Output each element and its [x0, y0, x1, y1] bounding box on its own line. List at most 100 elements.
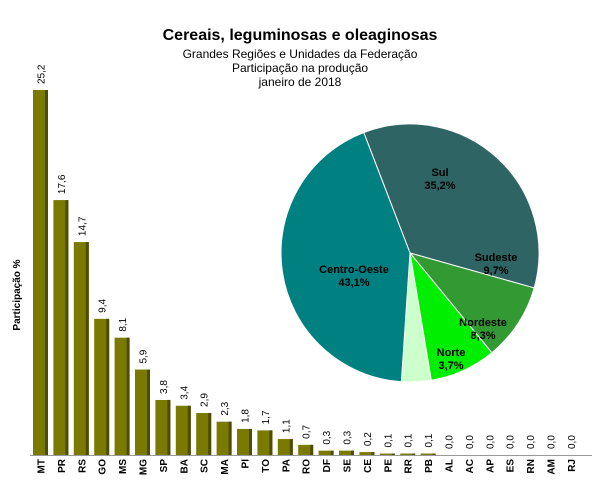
value-label-ro: 0,7: [302, 425, 313, 439]
bar-shade-rr: [412, 453, 416, 455]
value-label-ba: 3,4: [179, 385, 190, 399]
pie-value-sudeste: 9,7%: [483, 265, 508, 277]
category-label-al: AL: [445, 459, 456, 472]
bar-shade-pa: [289, 439, 293, 455]
bar-sp: [155, 399, 171, 455]
pie-label-nordeste: Nordeste: [459, 317, 507, 329]
value-label-to: 1,7: [261, 410, 272, 424]
bar-ro: [298, 444, 314, 455]
value-label-pe: 0,1: [383, 433, 394, 447]
bar-shade-to: [269, 430, 273, 455]
pie-label-sudeste: Sudeste: [475, 252, 518, 264]
bar-shade-pb: [432, 453, 436, 455]
bar-shade-df: [330, 450, 334, 455]
category-label-pr: PR: [57, 458, 68, 473]
value-label-se: 0,3: [343, 430, 354, 444]
bar-shade-se: [351, 450, 354, 455]
bar-shade-mt: [45, 90, 48, 455]
bar-mg: [135, 369, 150, 455]
value-label-am: 0,0: [547, 435, 558, 449]
value-label-pb: 0,1: [424, 433, 435, 447]
bar-ma: [216, 421, 232, 455]
value-label-pr: 17,6: [57, 174, 68, 194]
category-label-rn: RN: [526, 459, 537, 473]
value-label-go: 9,4: [98, 299, 109, 313]
value-label-rr: 0,1: [404, 433, 415, 447]
bar-chart: 25,2 MT 17,6 PR 14,7 RS 9,4 GO 8,1 MS 5,9 MG 3,8 SP 3,…: [30, 64, 592, 475]
pie-value-sul: 35,2%: [424, 180, 455, 192]
bar-shade-go: [106, 318, 110, 455]
value-label-rn: 0,0: [526, 435, 537, 449]
category-label-ba: BA: [179, 459, 190, 473]
value-label-df: 0,3: [322, 430, 333, 444]
bar-shade-sc: [208, 412, 212, 455]
y-axis-label: Participação %: [12, 259, 23, 330]
bar-ba: [175, 405, 191, 455]
value-label-ap: 0,0: [485, 435, 496, 449]
chart-title: Cereais, leguminosas e oleaginosas: [163, 27, 438, 44]
value-label-mt: 25,2: [37, 64, 48, 84]
category-label-df: DF: [322, 459, 333, 472]
value-label-al: 0,0: [445, 435, 456, 449]
bar-shade-ms: [126, 337, 130, 455]
category-label-rr: RR: [404, 458, 415, 473]
category-label-go: GO: [98, 459, 109, 475]
bar-shade-sp: [167, 399, 171, 455]
pie-label-centro-oeste: Centro-Oeste: [319, 264, 389, 276]
bar-sc: [196, 412, 212, 455]
bar-shade-pe: [391, 453, 395, 455]
value-label-ce: 0,2: [363, 432, 374, 446]
value-label-rj: 0,0: [567, 435, 578, 449]
value-label-sc: 2,9: [200, 393, 211, 407]
pie-value-nordeste: 8,3%: [470, 330, 495, 342]
bar-ce: [359, 452, 375, 455]
value-label-es: 0,0: [506, 435, 517, 449]
bar-pa: [277, 439, 293, 455]
category-label-ac: AC: [465, 459, 476, 473]
category-label-pa: PA: [281, 459, 292, 472]
bar-se: [339, 450, 354, 455]
bar-rr: [400, 453, 416, 455]
bar-shade-pi: [249, 428, 252, 455]
value-label-ma: 2,3: [220, 401, 231, 415]
pie-value-norte: 3,7%: [438, 360, 463, 372]
value-label-ms: 8,1: [118, 317, 129, 331]
category-label-es: ES: [506, 459, 517, 473]
bar-shade-ce: [371, 452, 375, 455]
value-label-pa: 1,1: [281, 419, 292, 433]
category-label-to: TO: [261, 459, 272, 473]
bar-shade-mg: [147, 369, 150, 455]
bar-go: [94, 318, 110, 455]
bar-mt: [33, 90, 48, 455]
category-label-ms: MS: [118, 459, 129, 474]
bar-shade-rs: [85, 242, 89, 455]
bar-to: [257, 430, 273, 455]
bar-shade-pr: [65, 200, 69, 455]
bar-shade-ro: [310, 444, 314, 455]
category-label-sp: SP: [159, 459, 170, 473]
pie-slice-sul: [363, 123, 540, 289]
bar-pb: [420, 453, 436, 455]
bar-pr: [53, 200, 69, 455]
category-label-mg: MG: [139, 459, 150, 475]
category-label-pb: PB: [424, 459, 435, 473]
category-label-rs: RS: [77, 459, 88, 473]
value-label-sp: 3,8: [159, 380, 170, 394]
pie-slice-sudeste: [408, 252, 535, 354]
bar-ms: [114, 337, 130, 455]
category-label-ma: MA: [220, 459, 231, 475]
bar-shade-ba: [187, 405, 191, 455]
category-label-se: SE: [343, 459, 354, 473]
pie-label-norte: Norte: [437, 347, 466, 359]
value-label-pi: 1,8: [241, 409, 252, 423]
chart-subtitle-line-2: Participação na produção: [232, 61, 368, 75]
category-label-ce: CE: [363, 459, 374, 473]
value-label-rs: 14,7: [77, 216, 88, 236]
value-label-mg: 5,9: [139, 349, 150, 363]
category-label-mt: MT: [37, 459, 48, 473]
bar-pi: [237, 428, 252, 455]
chart-subtitle-line-3: janeiro de 2018: [258, 75, 342, 89]
chart-subtitle-line-1: Grandes Regiões e Unidades da Federação: [183, 47, 418, 61]
